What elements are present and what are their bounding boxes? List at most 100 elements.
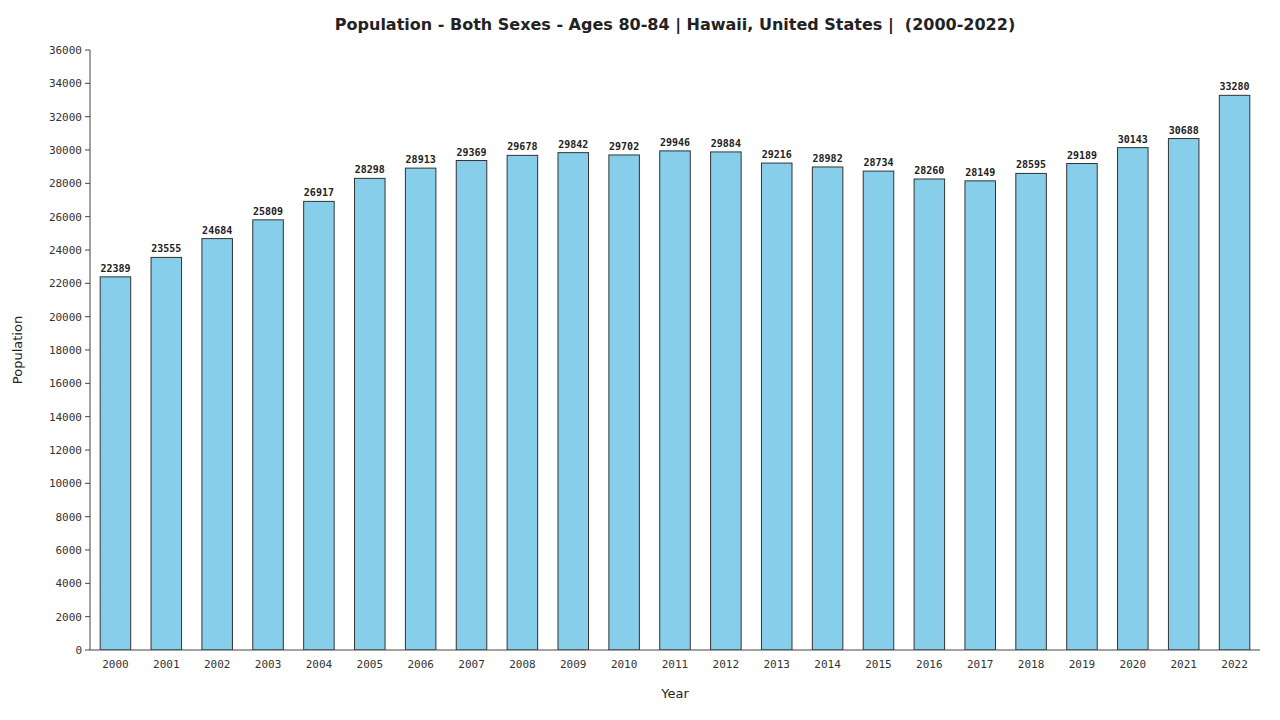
- bar: [304, 201, 335, 650]
- data-label: 29678: [507, 141, 537, 152]
- y-tick: [85, 350, 90, 351]
- y-tick-label: 2000: [56, 611, 83, 624]
- y-tick-label: 36000: [49, 44, 82, 57]
- y-tick-label: 20000: [49, 311, 82, 324]
- y-tick-label: 12000: [49, 444, 82, 457]
- data-label: 24684: [202, 225, 232, 236]
- y-tick: [85, 50, 90, 51]
- data-label: 28595: [1016, 159, 1046, 170]
- bar: [609, 155, 640, 650]
- bar: [1118, 148, 1149, 650]
- x-tick-label: 2021: [1170, 658, 1197, 671]
- y-tick-label: 10000: [49, 477, 82, 490]
- y-tick: [85, 283, 90, 284]
- bar: [1168, 139, 1199, 650]
- y-tick-label: 6000: [56, 544, 83, 557]
- y-tick-label: 18000: [49, 344, 82, 357]
- y-tick-label: 24000: [49, 244, 82, 257]
- y-tick-label: 26000: [49, 211, 82, 224]
- y-tick: [85, 216, 90, 217]
- y-tick: [85, 83, 90, 84]
- y-tick: [85, 316, 90, 317]
- data-label: 25809: [253, 206, 283, 217]
- x-tick-label: 2020: [1120, 658, 1147, 671]
- title: Population - Both Sexes - Ages 80-84 | H…: [335, 15, 1015, 35]
- data-label: 28913: [406, 154, 436, 165]
- x-tick-label: 2019: [1069, 658, 1096, 671]
- y-tick: [85, 550, 90, 551]
- bar: [812, 167, 843, 650]
- x-tick-label: 2000: [102, 658, 129, 671]
- data-label: 26917: [304, 187, 334, 198]
- bar: [100, 277, 131, 650]
- y-tick: [85, 183, 90, 184]
- data-label: 28734: [863, 157, 893, 168]
- bar: [202, 239, 233, 650]
- y-tick-label: 22000: [49, 277, 82, 290]
- y-tick: [85, 150, 90, 151]
- y-tick: [85, 583, 90, 584]
- x-tick-label: 2018: [1018, 658, 1045, 671]
- x-tick-label: 2005: [357, 658, 384, 671]
- x-tick-label: 2003: [255, 658, 282, 671]
- data-label: 28149: [965, 167, 995, 178]
- data-label: 30688: [1169, 125, 1199, 136]
- chart: 22389 23555 24684 25809 26917 28298 28913 29369…: [0, 0, 1280, 720]
- bar: [355, 178, 386, 650]
- bar: [914, 179, 945, 650]
- bar: [863, 171, 894, 650]
- data-label: 30143: [1118, 134, 1148, 145]
- x-tick-label: 2009: [560, 658, 587, 671]
- x-tick-label: 2015: [865, 658, 892, 671]
- data-label: 29884: [711, 138, 741, 149]
- data-label: 22389: [100, 263, 130, 274]
- bar: [507, 155, 538, 650]
- bar: [558, 153, 589, 650]
- x-axis-label: Year: [660, 686, 689, 701]
- y-tick-label: 14000: [49, 411, 82, 424]
- data-label: 23555: [151, 243, 181, 254]
- data-label: 29946: [660, 137, 690, 148]
- y-tick-label: 0: [75, 644, 82, 657]
- data-label: 33280: [1220, 81, 1250, 92]
- x-tick-label: 2011: [662, 658, 689, 671]
- x-tick-label: 2001: [153, 658, 180, 671]
- y-tick: [85, 450, 90, 451]
- y-tick: [85, 416, 90, 417]
- data-label: 28298: [355, 164, 385, 175]
- x-tick-label: 2022: [1221, 658, 1248, 671]
- bar: [711, 152, 742, 650]
- y-tick: [85, 250, 90, 251]
- data-label: 28982: [813, 153, 843, 164]
- data-label: 29216: [762, 149, 792, 160]
- x-tick-label: 2016: [916, 658, 943, 671]
- y-tick: [85, 116, 90, 117]
- x-tick-label: 2017: [967, 658, 994, 671]
- y-tick-label: 32000: [49, 111, 82, 124]
- bar: [965, 181, 996, 650]
- y-tick-label: 4000: [56, 577, 83, 590]
- y-tick: [85, 616, 90, 617]
- data-label: 29189: [1067, 150, 1097, 161]
- bar: [253, 220, 284, 650]
- data-label: 28260: [914, 165, 944, 176]
- data-label: 29702: [609, 141, 639, 152]
- x-tick-label: 2004: [306, 658, 333, 671]
- bars: [100, 95, 1250, 650]
- x-tick-label: 2012: [713, 658, 740, 671]
- y-tick-label: 34000: [49, 77, 82, 90]
- bar: [660, 151, 691, 650]
- x-tick-label: 2002: [204, 658, 231, 671]
- y-tick-label: 28000: [49, 177, 82, 190]
- y-tick-label: 30000: [49, 144, 82, 157]
- bar: [761, 163, 792, 650]
- x-tick-label: 2010: [611, 658, 638, 671]
- y-axis-label: Population: [10, 316, 25, 384]
- y-tick-label: 8000: [56, 511, 83, 524]
- y-tick: [85, 383, 90, 384]
- bar: [1219, 95, 1250, 650]
- bar: [405, 168, 436, 650]
- x-tick-label: 2008: [509, 658, 536, 671]
- y-tick: [85, 483, 90, 484]
- data-label: 29369: [456, 147, 486, 158]
